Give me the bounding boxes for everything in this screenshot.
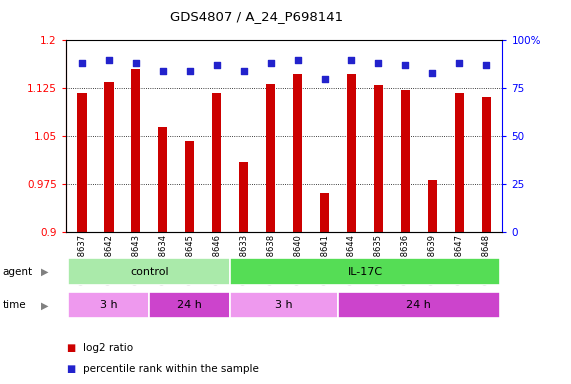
Text: ■: ■: [66, 364, 75, 374]
Text: 3 h: 3 h: [275, 300, 293, 310]
Text: time: time: [3, 300, 26, 310]
Bar: [149, 292, 230, 318]
Point: [104, 56, 114, 63]
Bar: [266, 84, 275, 232]
Point: [158, 68, 167, 74]
Bar: [185, 141, 194, 232]
Text: 24 h: 24 h: [177, 300, 202, 310]
Bar: [320, 193, 329, 232]
Point: [347, 56, 356, 63]
Point: [401, 62, 410, 68]
Bar: [131, 69, 140, 232]
Point: [185, 68, 194, 74]
Text: ▶: ▶: [41, 300, 49, 310]
Bar: [428, 180, 437, 232]
Bar: [104, 82, 114, 232]
Bar: [481, 97, 491, 232]
Point: [455, 60, 464, 66]
Text: IL-17C: IL-17C: [347, 266, 383, 277]
Bar: [212, 93, 222, 232]
Point: [293, 56, 302, 63]
Point: [239, 68, 248, 74]
Point: [374, 60, 383, 66]
Bar: [69, 292, 149, 318]
Bar: [347, 74, 356, 232]
Text: 3 h: 3 h: [100, 300, 118, 310]
Point: [77, 60, 86, 66]
Text: agent: agent: [3, 267, 33, 277]
Text: log2 ratio: log2 ratio: [83, 343, 133, 353]
Point: [482, 62, 491, 68]
Bar: [374, 85, 383, 232]
Text: 24 h: 24 h: [407, 300, 431, 310]
Bar: [230, 258, 500, 285]
Bar: [338, 292, 500, 318]
Point: [212, 62, 221, 68]
Point: [131, 60, 140, 66]
Bar: [401, 90, 410, 232]
Text: percentile rank within the sample: percentile rank within the sample: [83, 364, 259, 374]
Text: ▶: ▶: [41, 267, 49, 277]
Text: control: control: [130, 266, 168, 277]
Point: [320, 76, 329, 82]
Bar: [158, 127, 167, 232]
Bar: [77, 93, 87, 232]
Bar: [455, 93, 464, 232]
Point: [266, 60, 275, 66]
Bar: [230, 292, 338, 318]
Bar: [239, 162, 248, 232]
Bar: [293, 74, 302, 232]
Point: [428, 70, 437, 76]
Text: GDS4807 / A_24_P698141: GDS4807 / A_24_P698141: [170, 10, 344, 23]
Text: ■: ■: [66, 343, 75, 353]
Bar: [69, 258, 230, 285]
